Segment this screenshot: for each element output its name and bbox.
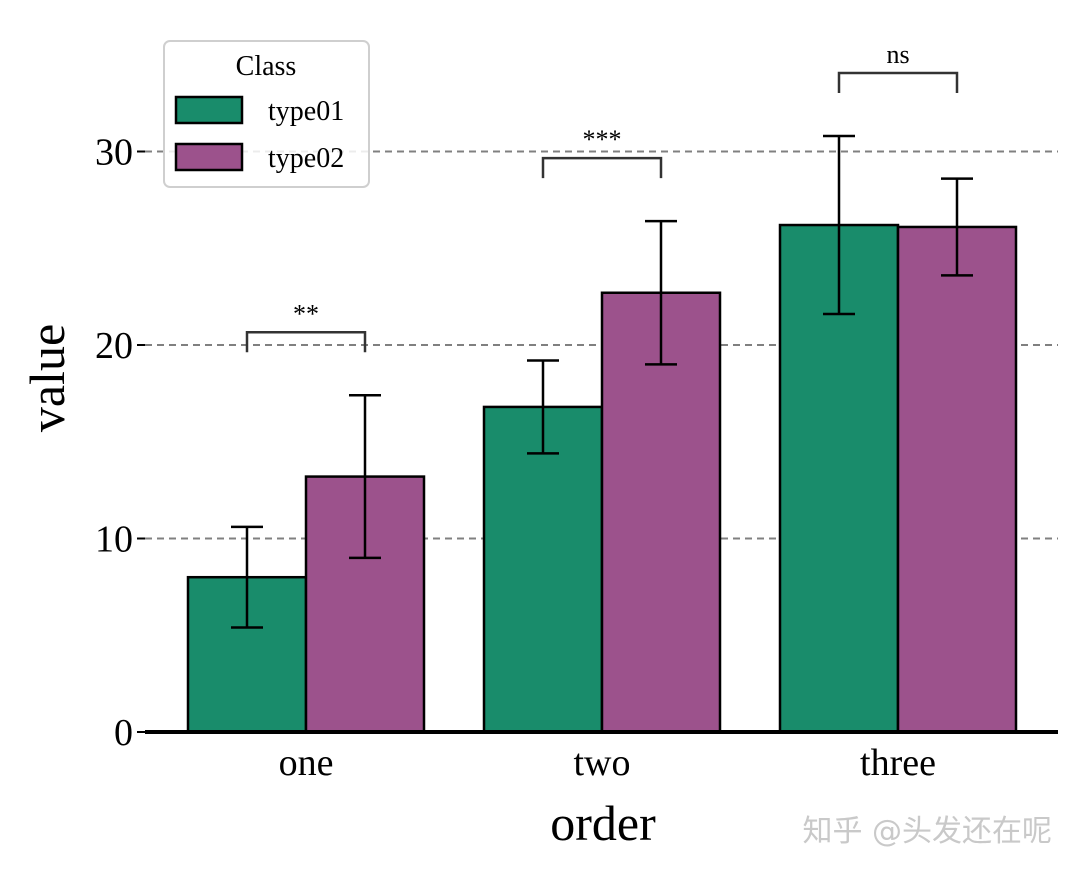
x-axis-title: order [550, 795, 656, 851]
error-bars [231, 134, 973, 629]
significance-two: *** [541, 125, 663, 179]
error-bar-two-type01 [527, 359, 559, 455]
legend-swatch-type02 [174, 142, 244, 172]
legend-label-type02: type02 [268, 143, 344, 174]
error-bar-two-type02 [645, 219, 677, 366]
bar-two-type01 [482, 405, 604, 734]
watermark: 知乎 @头发还在呢 [802, 814, 1052, 849]
significance-three: ns [837, 40, 959, 93]
error-bar-three-type02 [941, 177, 973, 277]
x-tick-label: two [574, 742, 631, 784]
significance-brackets: *****ns [245, 40, 959, 353]
error-bar-one-type01 [231, 525, 263, 629]
significance-label: ** [293, 299, 319, 328]
significance-bracket [541, 156, 663, 179]
y-tick-label: 0 [114, 712, 133, 754]
legend: Class type01 type02 [163, 40, 370, 188]
legend-label-type01: type01 [268, 96, 344, 127]
y-axis-title: value [19, 324, 75, 432]
legend-title: Class [236, 51, 297, 82]
y-tick-label: 30 [95, 132, 133, 174]
significance-bracket [837, 71, 959, 93]
significance-bracket [245, 331, 367, 353]
x-tick-label: three [860, 742, 936, 784]
significance-one: ** [245, 299, 367, 353]
y-tick-label: 20 [95, 325, 133, 367]
significance-label: ns [886, 40, 909, 69]
error-bar-one-type02 [349, 394, 381, 560]
significance-label: *** [583, 125, 622, 154]
x-tick-label: one [279, 742, 334, 784]
axes: 0 10 20 30 one two three [95, 132, 1058, 784]
y-tick-label: 10 [95, 519, 133, 561]
bars [186, 223, 1018, 734]
legend-swatch-type01 [174, 95, 244, 125]
bar-two-type02 [600, 291, 722, 734]
error-bar-three-type01 [823, 134, 855, 316]
bar-three-type02 [896, 225, 1018, 734]
